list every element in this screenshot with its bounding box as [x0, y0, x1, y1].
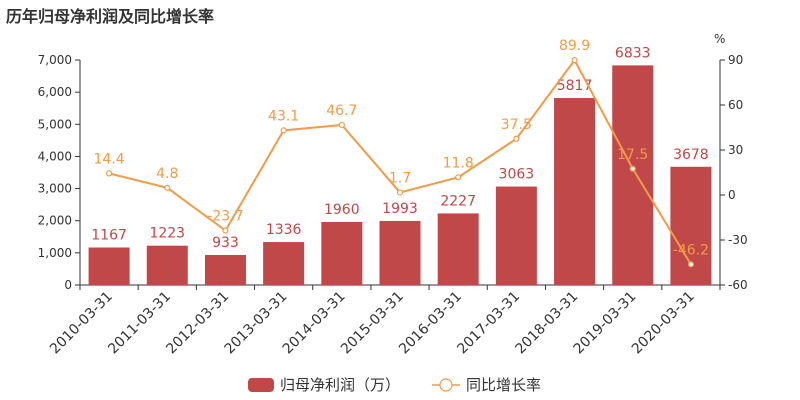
growth-label: 37.5: [501, 117, 532, 133]
growth-point: [396, 189, 404, 196]
bar-label: 2227: [440, 193, 476, 209]
bar-label: 5817: [557, 78, 593, 94]
growth-point: [222, 227, 229, 234]
bar: [495, 186, 537, 285]
y-left-tick-label: 1,000: [38, 246, 72, 260]
growth-label: 89.9: [559, 38, 590, 54]
bar: [204, 255, 246, 285]
bar: [88, 247, 130, 285]
legend-bar-swatch: [248, 378, 274, 392]
y-right-tick-label: 60: [728, 98, 743, 112]
bar-label: 1167: [91, 227, 127, 243]
growth-label: 4.8: [156, 166, 178, 182]
legend-bar-label: 归母净利润（万）: [280, 376, 400, 394]
y-left-tick-label: 5,000: [38, 117, 72, 131]
growth-label: 1.7: [389, 170, 411, 186]
legend-line-marker: [439, 378, 453, 392]
growth-label: 46.7: [326, 103, 357, 119]
growth-point: [338, 121, 345, 129]
bar-label: 1336: [266, 222, 302, 238]
growth-point: [280, 127, 287, 134]
bar: [321, 222, 363, 285]
y-left-tick-label: 6,000: [38, 85, 72, 99]
y-right-tick-label: 90: [728, 53, 743, 67]
bar-label: 6833: [615, 45, 651, 61]
y-left-tick-label: 4,000: [38, 149, 72, 163]
growth-label: -46.2: [673, 242, 709, 258]
growth-point: [687, 261, 695, 268]
y-right-unit: %: [714, 32, 725, 46]
y-right-tick-label: 30: [728, 143, 743, 157]
x-tick-label: 2020-03-31: [629, 289, 698, 358]
y-left-tick-label: 7,000: [38, 53, 72, 67]
bar-label: 1223: [149, 226, 185, 242]
legend-line-label: 同比增长率: [466, 376, 541, 394]
growth-label: -23.7: [207, 209, 243, 225]
growth-point: [513, 135, 520, 142]
bar: [554, 98, 596, 286]
y-left-tick-label: 2,000: [38, 214, 72, 228]
bar-label: 1993: [382, 201, 418, 217]
bar-label: 3063: [499, 167, 535, 183]
bar-label: 933: [212, 235, 239, 251]
bar: [263, 242, 305, 285]
y-right-tick-label: -30: [728, 233, 748, 247]
growth-point: [164, 184, 171, 191]
growth-point: [105, 170, 113, 177]
bar: [612, 65, 654, 285]
growth-label: 14.4: [94, 151, 125, 167]
y-right-tick-label: 0: [728, 188, 736, 202]
bar-label: 3678: [673, 147, 709, 163]
growth-label: 43.1: [268, 108, 299, 124]
bar: [437, 213, 479, 285]
chart-title: 历年归母净利润及同比增长率: [6, 7, 215, 26]
bar: [146, 245, 188, 285]
growth-point: [571, 57, 578, 64]
y-left-tick-label: 3,000: [38, 182, 72, 196]
growth-label: 17.5: [617, 147, 648, 163]
growth-point: [629, 165, 636, 172]
y-right-tick-label: -60: [728, 278, 748, 292]
y-left-tick-label: 0: [64, 278, 72, 292]
bar: [379, 220, 421, 285]
bar-label: 1960: [324, 202, 360, 218]
growth-label: 11.8: [443, 155, 474, 171]
growth-point: [455, 174, 462, 181]
